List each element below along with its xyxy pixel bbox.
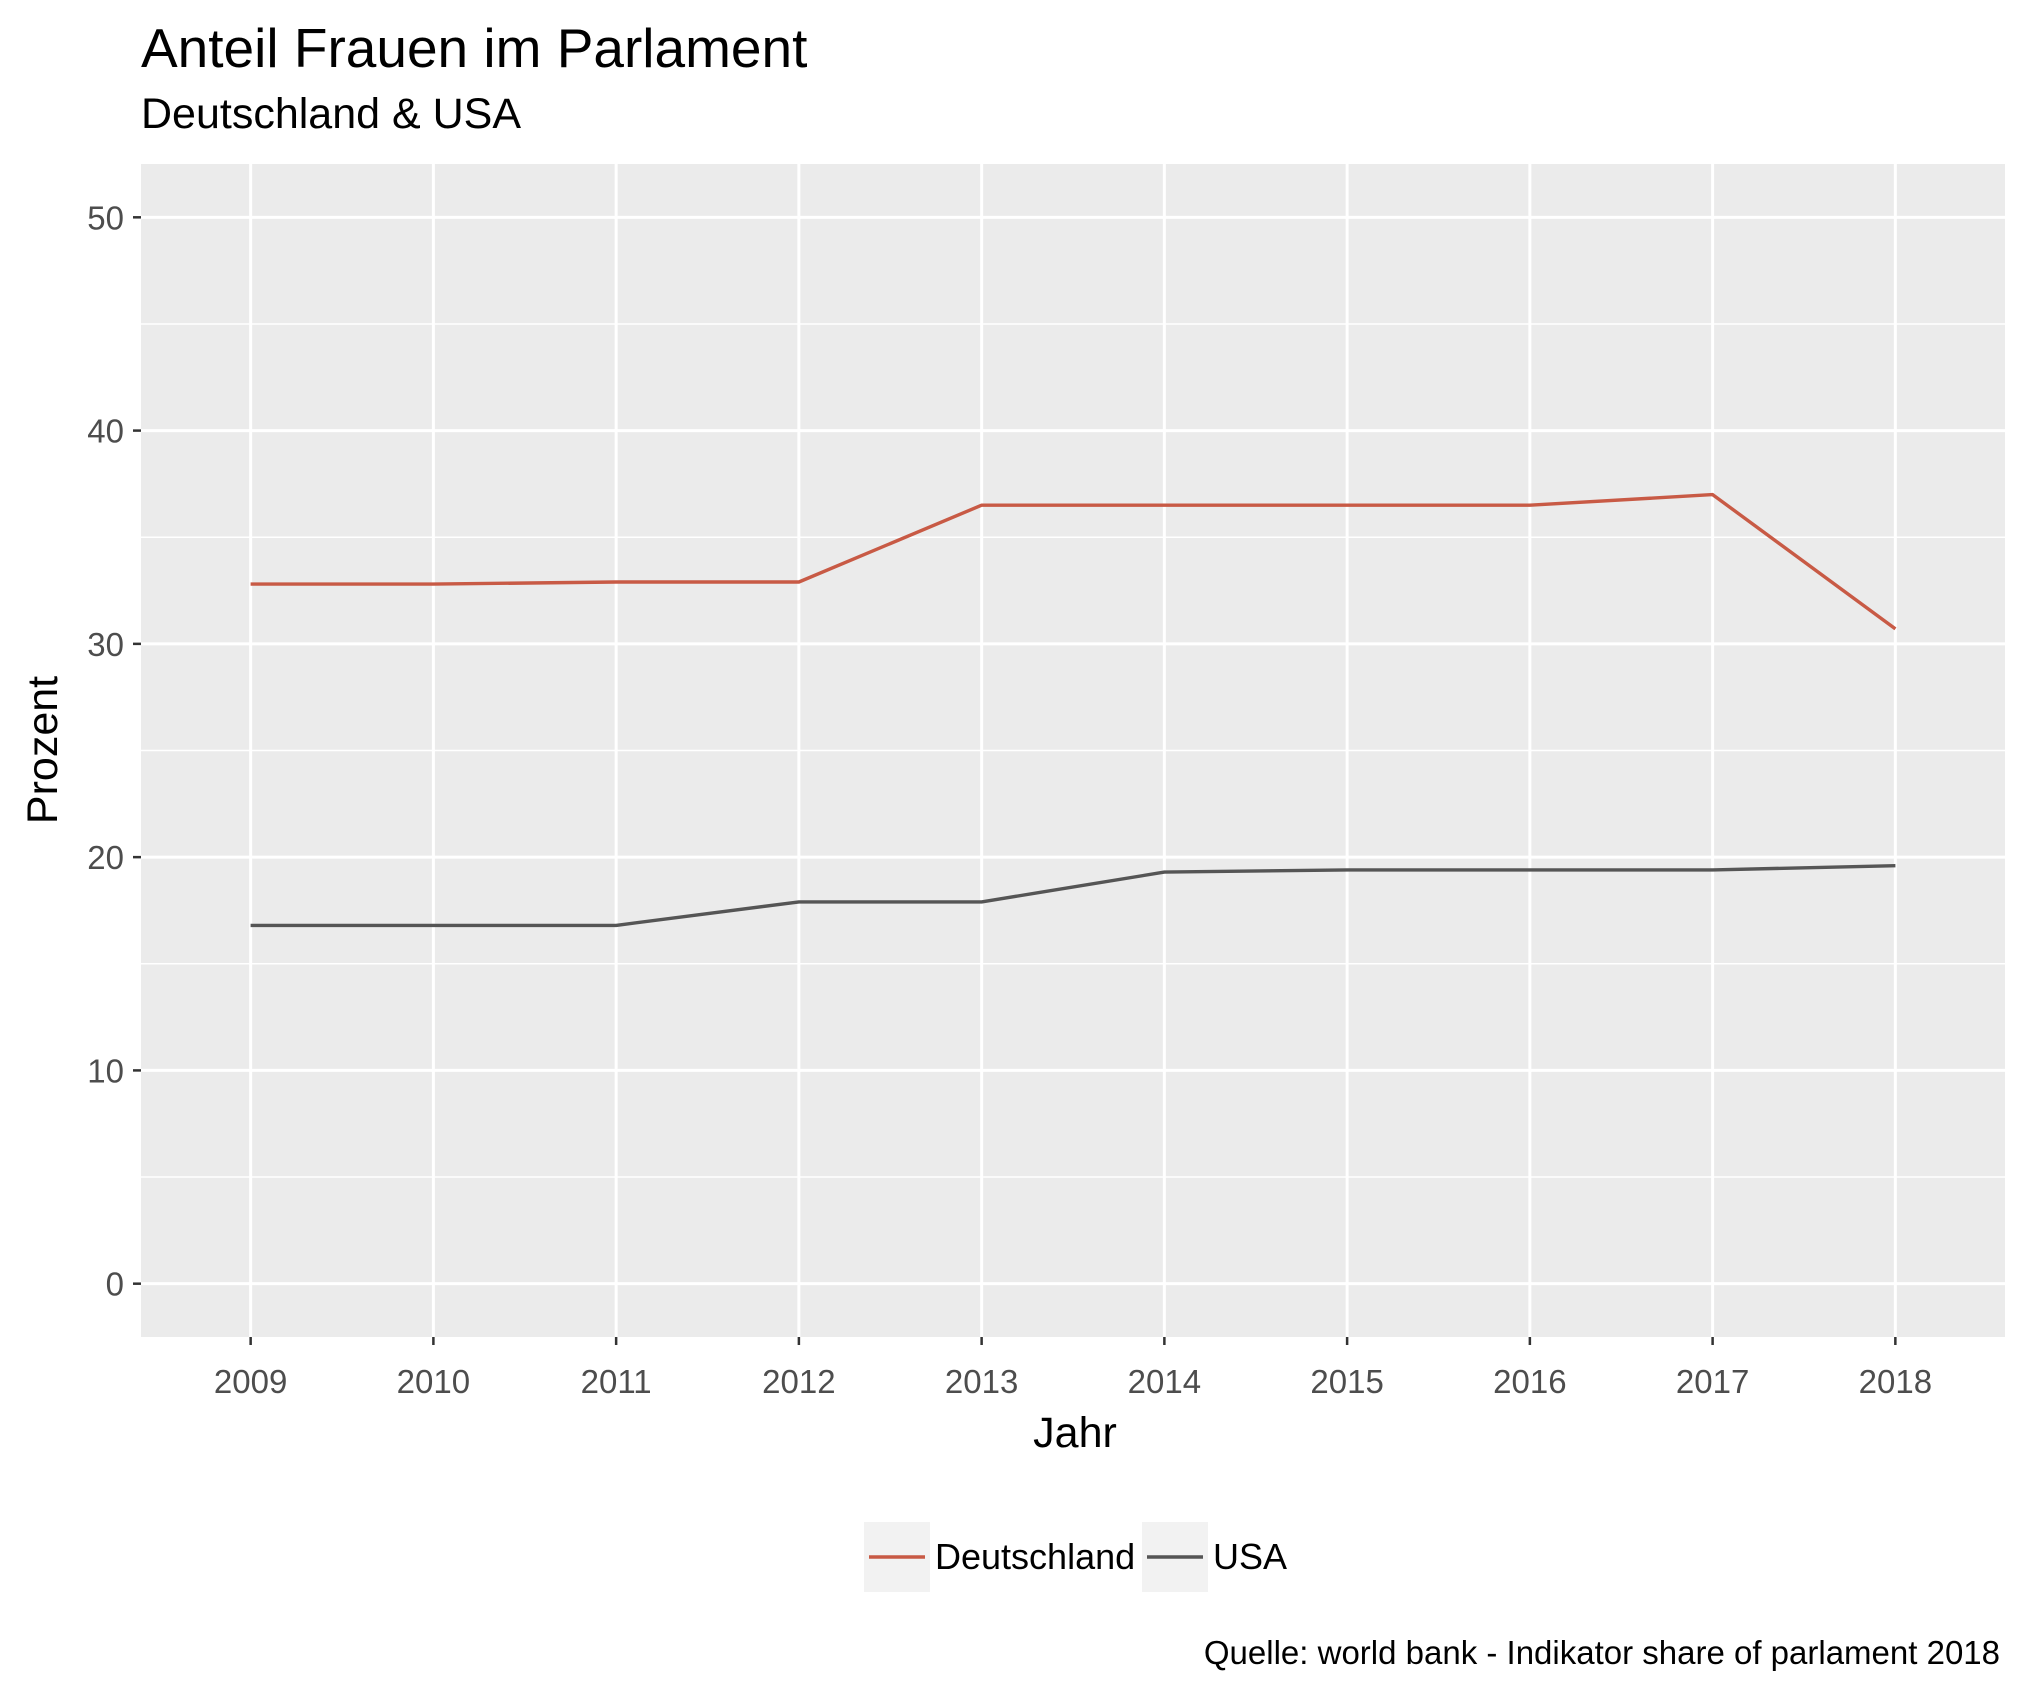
- y-tick-label: 20: [87, 839, 124, 876]
- x-tick-label: 2009: [214, 1363, 287, 1400]
- y-tick-label: 30: [87, 626, 124, 663]
- chart-title: Anteil Frauen im Parlament: [141, 17, 808, 79]
- legend-label: Deutschland: [935, 1536, 1135, 1577]
- x-axis-ticks: 2009 2010 2011 2012 2013 2014 2015 2016 2017 2018: [214, 1337, 1932, 1400]
- minor-gridlines: [141, 323, 2005, 1178]
- x-tick-label: 2011: [581, 1363, 652, 1400]
- y-axis-ticks: 0 10 20 30 40 50: [87, 199, 141, 1303]
- legend-label: USA: [1213, 1536, 1287, 1577]
- y-tick-label: 0: [106, 1266, 124, 1303]
- x-tick-label: 2018: [1859, 1363, 1932, 1400]
- series-lines: [250, 492, 1897, 928]
- x-tick-label: 2012: [762, 1363, 835, 1400]
- x-tick-label: 2015: [1310, 1363, 1383, 1400]
- y-tick-label: 40: [87, 413, 124, 450]
- x-axis-title: Jahr: [1033, 1409, 1117, 1457]
- legend: Deutschland USA: [864, 1522, 1287, 1592]
- major-gridlines: [141, 164, 2005, 1337]
- chart-caption: Quelle: world bank - Indikator share of …: [1203, 1634, 2000, 1671]
- x-tick-label: 2016: [1493, 1363, 1566, 1400]
- y-tick-label: 10: [87, 1052, 124, 1089]
- x-tick-label: 2013: [945, 1363, 1018, 1400]
- series-line-deutschland: [250, 492, 1897, 631]
- x-tick-label: 2014: [1128, 1363, 1201, 1400]
- x-tick-label: 2010: [397, 1363, 470, 1400]
- series-line-usa: [250, 864, 1896, 928]
- y-axis-title: Prozent: [19, 676, 67, 824]
- y-tick-label: 50: [87, 199, 124, 236]
- x-tick-label: 2017: [1676, 1363, 1749, 1400]
- chart-subtitle: Deutschland & USA: [141, 90, 522, 138]
